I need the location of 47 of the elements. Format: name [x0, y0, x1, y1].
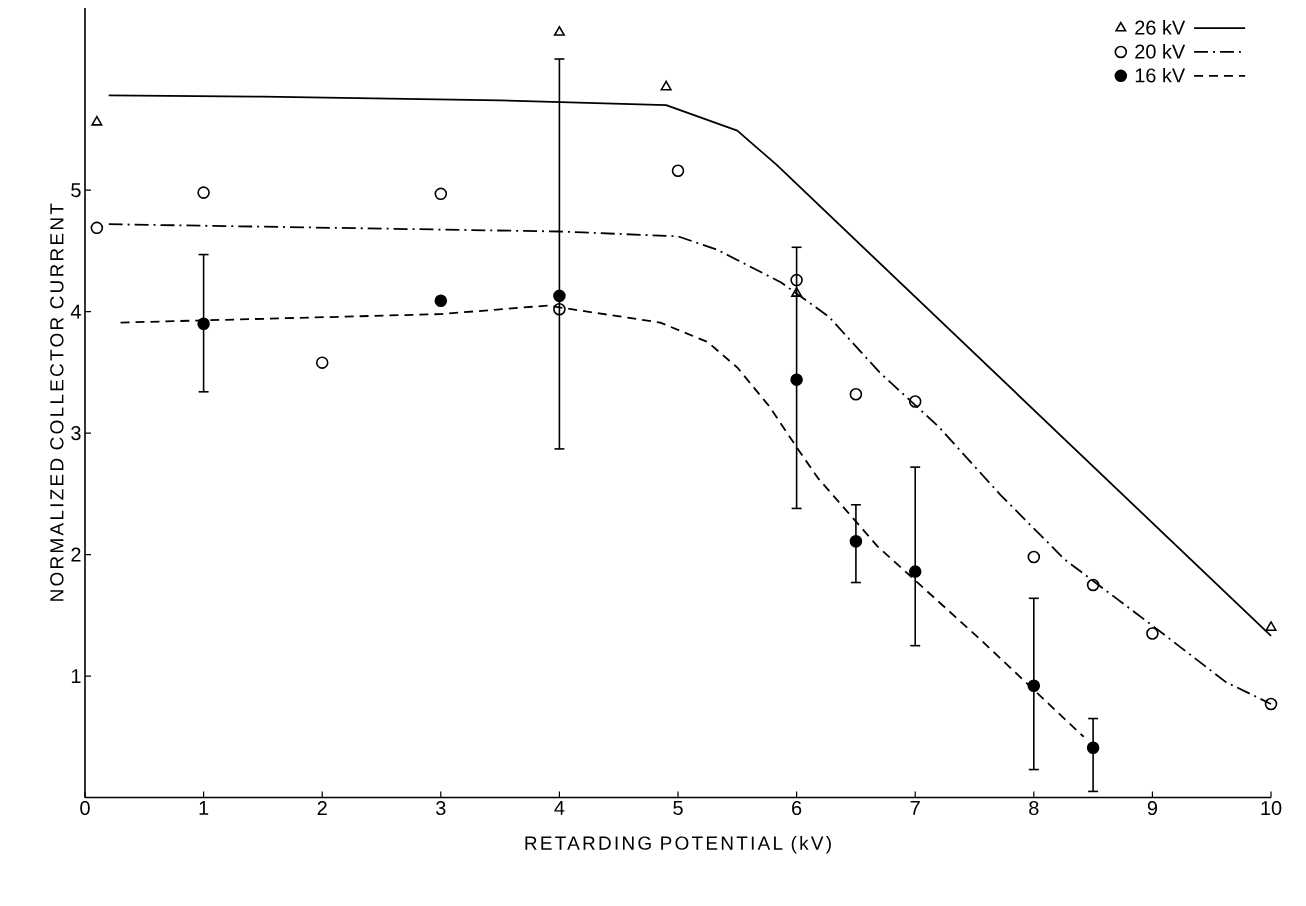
x-tick-label: 7 [910, 801, 920, 815]
x-tick-label: 4 [554, 801, 565, 815]
x-tick-label: 9 [1147, 801, 1158, 816]
y-axis-title: NORMALIZED COLLECTOR CURRENT [50, 203, 64, 601]
y-tick-label: 3 [71, 426, 81, 441]
point [553, 26, 565, 36]
point [315, 356, 329, 369]
x-tick-label: 10 [1261, 801, 1282, 816]
point [1027, 550, 1041, 564]
point [434, 187, 448, 201]
x-tick-label: 8 [1029, 801, 1039, 816]
point [790, 273, 803, 287]
point [849, 534, 863, 548]
point [1264, 697, 1278, 711]
point [90, 221, 104, 235]
legend-label: 20 kV [1135, 43, 1186, 59]
y-tick-label: 4 [70, 304, 81, 319]
x-tick-label: 3 [436, 801, 446, 816]
x-tick-label: 5 [673, 801, 683, 815]
point [1086, 741, 1100, 754]
y-tick-label: 1 [71, 669, 81, 683]
legend-label: 26 kV [1135, 20, 1186, 35]
legend-label: 16 kV [1135, 67, 1186, 83]
point [908, 395, 922, 408]
x-tick-label: 1 [199, 801, 209, 815]
point [434, 294, 448, 307]
point [849, 387, 863, 401]
x-axis-title: RETARDING POTENTIAL (kV) [525, 835, 831, 854]
point [1027, 679, 1041, 693]
x-tick-label: 6 [792, 801, 802, 816]
point [1265, 621, 1277, 631]
point [671, 164, 685, 178]
point [791, 287, 803, 297]
point [1146, 627, 1159, 640]
point [660, 80, 672, 91]
x-tick-label: 0 [80, 801, 90, 816]
point [197, 317, 210, 331]
x-tick-label: 2 [317, 801, 327, 815]
point [197, 186, 210, 199]
point [553, 289, 566, 303]
point [553, 302, 566, 316]
point [1086, 578, 1100, 592]
y-tick-label: 2 [71, 547, 81, 562]
point [790, 373, 803, 386]
y-tick-label: 5 [71, 183, 81, 198]
point [908, 565, 922, 578]
point [91, 115, 103, 126]
